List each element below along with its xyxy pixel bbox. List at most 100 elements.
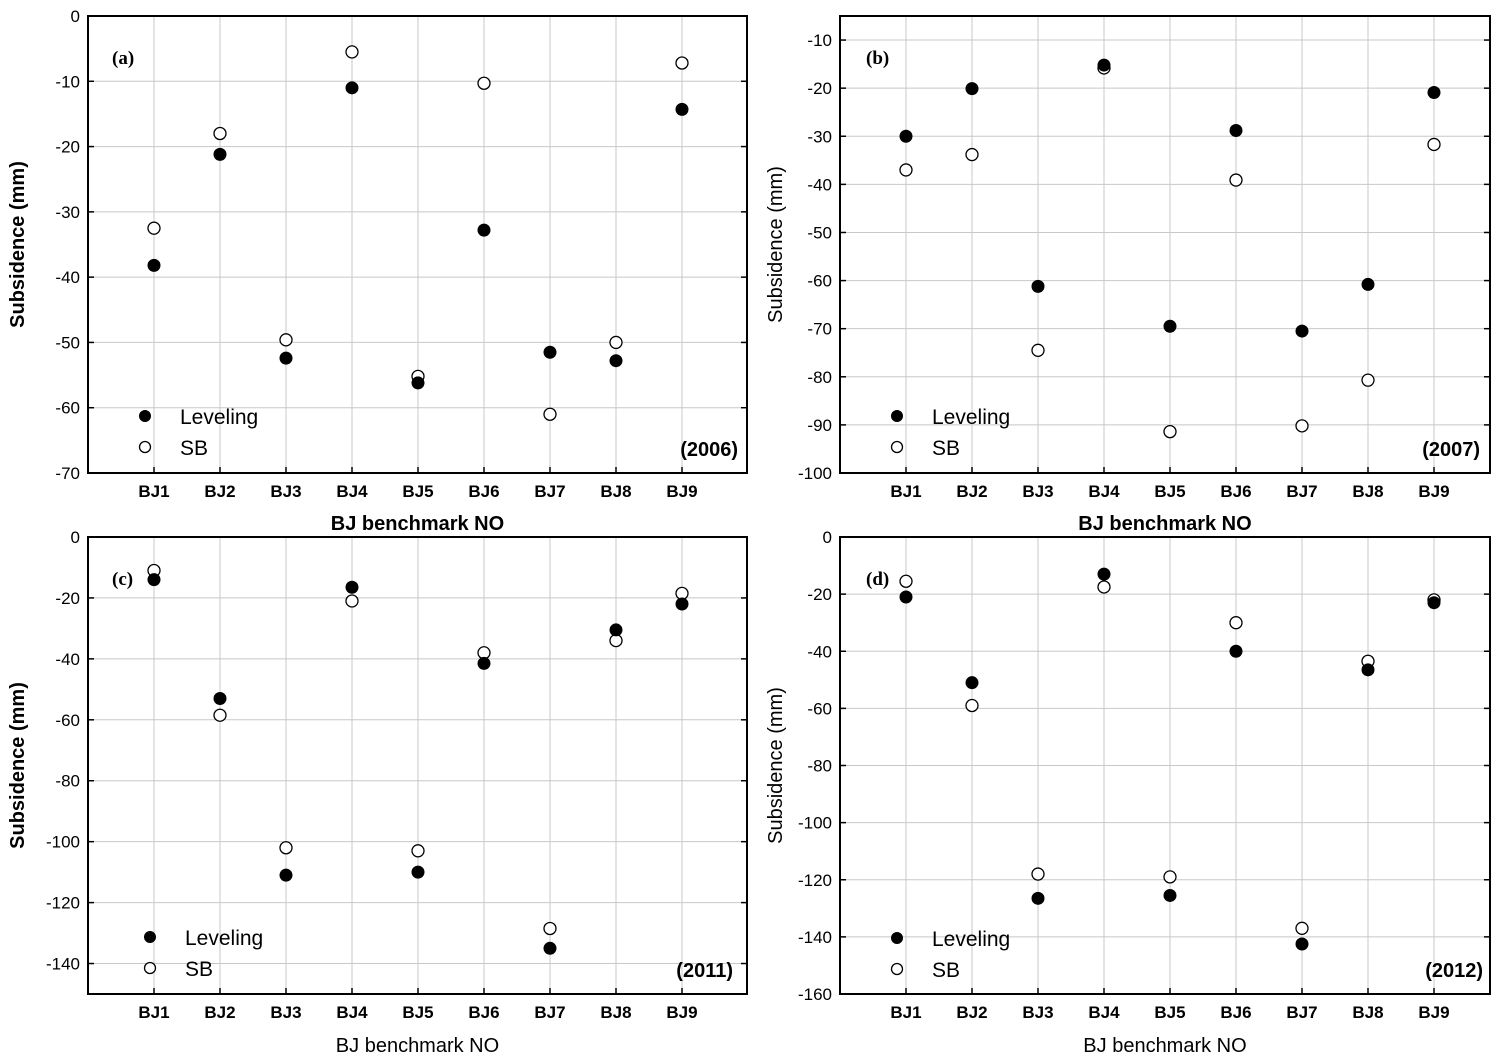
y-tick-label: -20 — [807, 585, 832, 604]
x-tick-label: BJ6 — [468, 482, 499, 501]
year-label: (2007) — [1422, 439, 1480, 461]
y-tick-label: -20 — [807, 79, 832, 98]
y-tick-label: -140 — [798, 928, 832, 947]
y-tick-label: -60 — [55, 399, 80, 418]
x-tick-label: BJ7 — [534, 482, 565, 501]
leveling-point-bj9 — [1427, 596, 1441, 610]
y-tick-label: -100 — [798, 814, 832, 833]
sb-point-bj9 — [675, 56, 689, 70]
x-tick-label: BJ4 — [1088, 482, 1120, 501]
x-tick-label: BJ2 — [956, 1003, 987, 1022]
x-tick-label: BJ8 — [1352, 482, 1383, 501]
y-axis-label: Subsidence (mm) — [765, 166, 787, 323]
sb-point-bj3 — [279, 841, 293, 855]
y-tick-label: -30 — [55, 203, 80, 222]
y-tick-label: -120 — [46, 894, 80, 913]
x-tick-label: BJ4 — [336, 482, 368, 501]
legend-marker-sb — [138, 440, 152, 454]
y-tick-label: -90 — [807, 416, 832, 435]
x-tick-label: BJ8 — [600, 1003, 631, 1022]
panel-b: -10 -20 -30 -40 -50 -60 -70 -80 -90 -100 BJ1 BJ2 BJ3… — [765, 15, 1491, 535]
panel-label: (a) — [112, 48, 134, 69]
panel-label: (d) — [866, 569, 889, 590]
x-axis-label: BJ benchmark NO — [331, 513, 504, 535]
panel-label: (c) — [112, 569, 133, 590]
leveling-point-bj2 — [213, 147, 227, 161]
y-tick-label: -60 — [807, 699, 832, 718]
year-label: (2011) — [676, 960, 733, 982]
sb-point-bj4 — [1097, 580, 1111, 594]
sb-point-bj3 — [1031, 343, 1045, 357]
x-tick-label: BJ1 — [138, 1003, 169, 1022]
sb-point-bj7 — [1295, 921, 1309, 935]
y-tick-label: -120 — [798, 871, 832, 890]
sb-point-bj5 — [1163, 424, 1177, 439]
leveling-point-bj8 — [1361, 277, 1375, 291]
leveling-point-bj1 — [899, 129, 913, 143]
x-tick-label: BJ9 — [666, 1003, 697, 1022]
x-axis-label: BJ benchmark NO — [1083, 1035, 1246, 1057]
leveling-point-bj3 — [279, 868, 293, 882]
sb-point-bj6 — [477, 76, 491, 90]
panel-a: 0 -10 -20 -30 -40 -50 -60 -70 BJ1 BJ2 BJ3 BJ4 BJ5 BJ6… — [7, 7, 748, 535]
panel-label: (b) — [866, 48, 889, 69]
leveling-point-bj7 — [543, 941, 557, 955]
y-tick-label: -40 — [55, 650, 80, 669]
legend-label-leveling: Leveling — [932, 928, 1010, 951]
y-tick-label: -40 — [807, 642, 832, 661]
leveling-point-bj9 — [1427, 85, 1441, 99]
y-tick-label: -100 — [798, 464, 832, 483]
panel-d: 0 -20 -40 -60 -80 -100 -120 -140 -160 BJ1 BJ2 BJ3 BJ… — [765, 528, 1491, 1057]
panel-c: 0 -20 -40 -60 -80 -100 -120 -140 BJ1 BJ2 BJ3 BJ4 BJ5… — [7, 528, 748, 1057]
legend: Leveling SB — [143, 927, 263, 981]
year-label: (2012) — [1425, 960, 1483, 982]
sb-point-bj8 — [609, 335, 623, 350]
y-axis-label: Subsidence (mm) — [7, 682, 29, 849]
legend-label-leveling: Leveling — [185, 927, 263, 950]
y-tick-label: -40 — [55, 268, 80, 287]
x-tick-label: BJ5 — [1154, 482, 1185, 501]
sb-point-bj2 — [213, 708, 227, 722]
y-tick-label: -80 — [807, 368, 832, 387]
y-axis-label: Subsidence (mm) — [7, 161, 29, 328]
x-tick-label: BJ3 — [1022, 482, 1053, 501]
y-tick-label: -10 — [55, 72, 80, 91]
y-tick-label: -20 — [55, 589, 80, 608]
x-tick-label: BJ5 — [402, 482, 433, 501]
legend: Leveling SB — [890, 928, 1010, 982]
leveling-point-bj4 — [1097, 58, 1111, 72]
x-tick-label: BJ8 — [1352, 1003, 1383, 1022]
leveling-point-bj5 — [411, 865, 425, 879]
leveling-point-bj6 — [1229, 123, 1243, 137]
x-tick-label: BJ9 — [1418, 482, 1449, 501]
leveling-point-bj1 — [899, 590, 913, 604]
legend-marker-sb — [890, 962, 904, 976]
sb-point-bj3 — [1031, 867, 1045, 881]
y-tick-label: -80 — [807, 757, 832, 776]
sb-point-bj1 — [899, 574, 913, 588]
y-tick-label: 0 — [71, 528, 80, 547]
legend-label-sb: SB — [932, 437, 960, 460]
y-tick-label: -30 — [807, 127, 832, 146]
leveling-point-bj6 — [477, 656, 491, 670]
sb-point-bj7 — [1295, 419, 1309, 433]
legend-marker-sb — [890, 440, 904, 454]
sb-point-bj6 — [1229, 616, 1243, 630]
sb-point-bj9 — [1427, 137, 1441, 152]
leveling-point-bj5 — [1163, 888, 1177, 902]
y-tick-label: -80 — [55, 772, 80, 791]
x-axis-label: BJ benchmark NO — [1078, 513, 1251, 535]
leveling-point-bj8 — [609, 354, 623, 368]
y-tick-label: -50 — [55, 333, 80, 352]
x-tick-label: BJ4 — [1088, 1003, 1120, 1022]
legend-marker-leveling — [139, 410, 151, 422]
sb-point-bj7 — [543, 921, 557, 936]
x-tick-label: BJ1 — [890, 1003, 921, 1022]
leveling-point-bj3 — [1031, 279, 1045, 293]
x-tick-label: BJ3 — [1022, 1003, 1053, 1022]
x-tick-label: BJ6 — [1220, 482, 1251, 501]
sb-point-bj3 — [279, 333, 293, 347]
leveling-point-bj1 — [147, 573, 161, 587]
sb-point-bj6 — [1229, 173, 1243, 187]
x-tick-label: BJ7 — [1286, 482, 1317, 501]
